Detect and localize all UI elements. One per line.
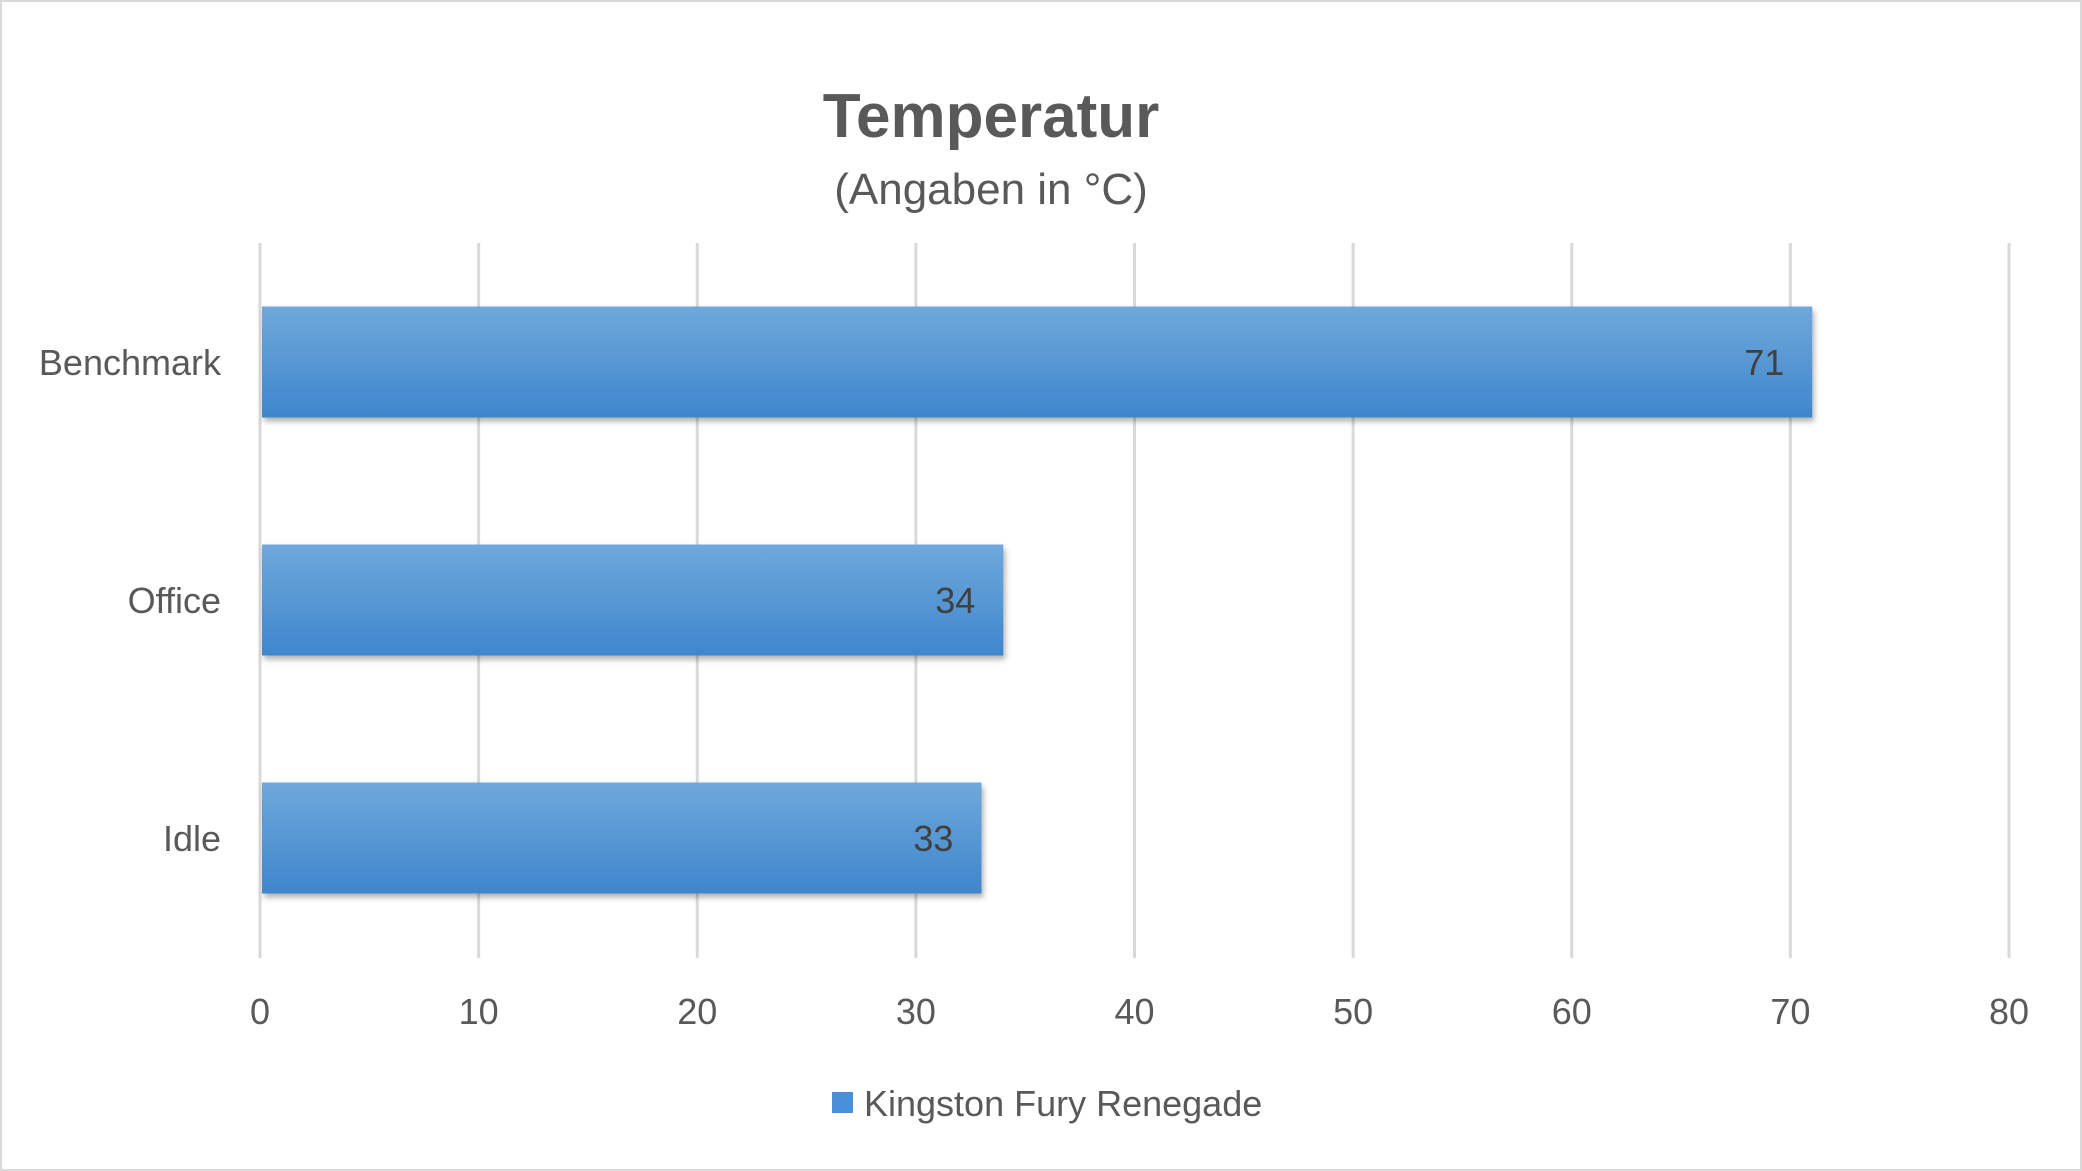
- data-label: 34: [935, 580, 975, 621]
- category-label: Idle: [163, 818, 221, 859]
- bar: [262, 544, 1004, 656]
- chart-subtitle: (Angaben in °C): [834, 165, 1148, 214]
- bar: [262, 306, 1813, 418]
- bars: [262, 306, 1813, 894]
- legend-label: Kingston Fury Renegade: [864, 1083, 1262, 1124]
- x-tick-label: 30: [896, 991, 936, 1032]
- category-labels: Benchmark Office Idle: [39, 342, 222, 859]
- x-tick-label: 10: [459, 991, 499, 1032]
- category-label: Office: [128, 580, 221, 621]
- x-tick-label: 50: [1333, 991, 1373, 1032]
- bar: [262, 782, 982, 894]
- data-label: 33: [913, 818, 953, 859]
- x-tick-label: 60: [1552, 991, 1592, 1032]
- legend: Kingston Fury Renegade: [832, 1083, 1262, 1124]
- data-label: 71: [1744, 342, 1784, 383]
- x-tick-label: 80: [1989, 991, 2029, 1032]
- data-labels: 71 34 33: [913, 342, 1784, 859]
- chart-title: Temperatur: [823, 82, 1160, 151]
- x-tick-label: 20: [677, 991, 717, 1032]
- legend-swatch: [832, 1092, 853, 1113]
- x-axis-tick-labels: 0 10 20 30 40 50 60 70 80: [250, 991, 2029, 1032]
- x-tick-label: 40: [1114, 991, 1154, 1032]
- category-label: Benchmark: [39, 342, 222, 383]
- x-tick-label: 0: [250, 991, 270, 1032]
- x-tick-label: 70: [1770, 991, 1810, 1032]
